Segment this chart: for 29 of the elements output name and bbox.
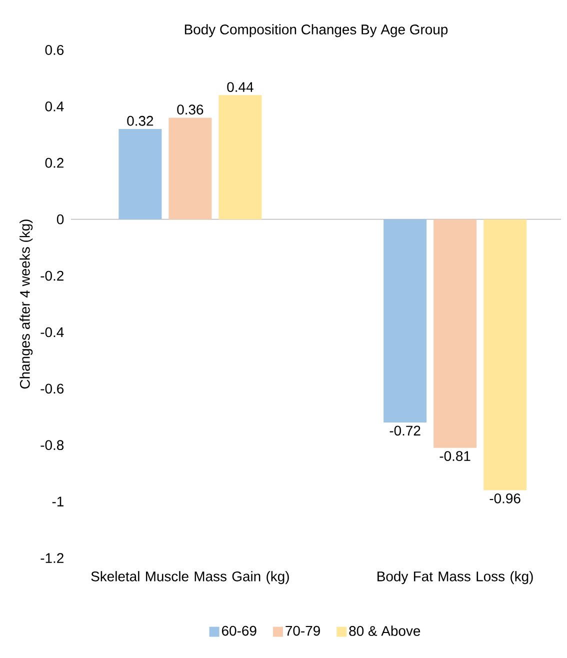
bar xyxy=(168,118,212,220)
chart-title: Body Composition Changes By Age Group xyxy=(184,24,448,38)
x-tick-label: Body Fat Mass Loss (kg) xyxy=(378,571,533,584)
y-tick-label: -0.2 xyxy=(40,270,64,281)
y-tick-label: -0.8 xyxy=(40,440,64,450)
y-tick-label: 0.4 xyxy=(45,101,64,112)
data-label: -0.72 xyxy=(390,426,420,436)
bar xyxy=(218,95,262,220)
y-tick-label: 0.6 xyxy=(45,45,64,55)
data-label: -0.96 xyxy=(490,493,520,504)
y-tick-label: 0 xyxy=(56,214,64,224)
y-tick-label: -1 xyxy=(52,496,64,506)
data-label: 0.32 xyxy=(127,116,154,126)
legend-label: 70-79 xyxy=(286,626,320,636)
data-label: 0.44 xyxy=(227,82,254,92)
y-tick-label: -0.4 xyxy=(40,327,64,338)
legend-label: 60-69 xyxy=(222,626,256,636)
y-tick-label: -1.2 xyxy=(40,553,64,563)
x-tick-label: Skeletal Muscle Mass Gain (kg) xyxy=(91,571,289,584)
data-label: 0.36 xyxy=(177,104,204,115)
bar xyxy=(434,219,477,448)
bar xyxy=(384,219,427,423)
bar xyxy=(118,129,162,220)
y-axis-title: Changes after 4 weeks (kg) xyxy=(20,220,33,389)
y-tick-label: 0.2 xyxy=(45,158,64,168)
data-label: -0.81 xyxy=(440,451,470,462)
legend-label: 80 & Above xyxy=(349,626,420,636)
y-tick-label: -0.6 xyxy=(40,384,64,394)
bar xyxy=(484,219,527,490)
